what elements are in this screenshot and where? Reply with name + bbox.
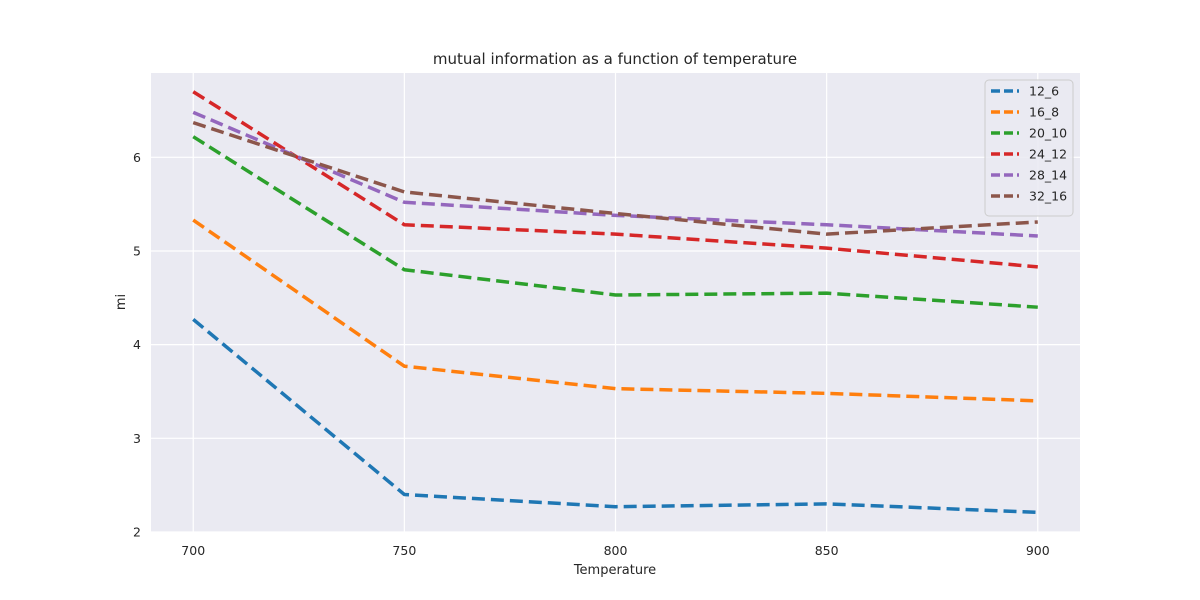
series-line-24_12 [192, 90, 1038, 269]
series-line-12_6 [192, 318, 1038, 515]
y-tick-label: 4 [133, 337, 141, 352]
series-layer [192, 90, 1038, 515]
y-tick-label: 5 [133, 243, 141, 258]
y-axis-label: mi [114, 294, 129, 310]
x-tick-label: 700 [181, 543, 205, 558]
legend-box [984, 79, 1074, 217]
x-tick-label: 850 [815, 543, 839, 558]
legend-label: 16_8 [1029, 105, 1059, 120]
legend-label: 20_10 [1029, 126, 1067, 141]
x-tick-label: 800 [604, 543, 628, 558]
grid [151, 73, 1080, 533]
legend-label: 12_6 [1029, 84, 1059, 99]
y-tick-label: 6 [133, 150, 141, 165]
series-line-16_8 [192, 218, 1038, 403]
x-axis-label: Temperature [573, 563, 656, 578]
legend-label: 32_16 [1029, 189, 1067, 204]
legend-label: 24_12 [1029, 147, 1067, 162]
y-tick-label: 2 [133, 525, 141, 540]
chart-title: mutual information as a function of temp… [433, 50, 797, 68]
x-tick-label: 900 [1026, 543, 1050, 558]
legend: 12_6 16_8 20_10 24_12 28_14 32_16 [984, 79, 1074, 217]
series-line-20_10 [192, 135, 1038, 309]
x-tick-label: 750 [392, 543, 416, 558]
tick-labels: 700 750 800 850 900 2 3 4 5 6 [133, 150, 1050, 558]
y-tick-label: 3 [133, 431, 141, 446]
series-line-28_14 [192, 110, 1038, 238]
legend-label: 28_14 [1029, 168, 1067, 183]
